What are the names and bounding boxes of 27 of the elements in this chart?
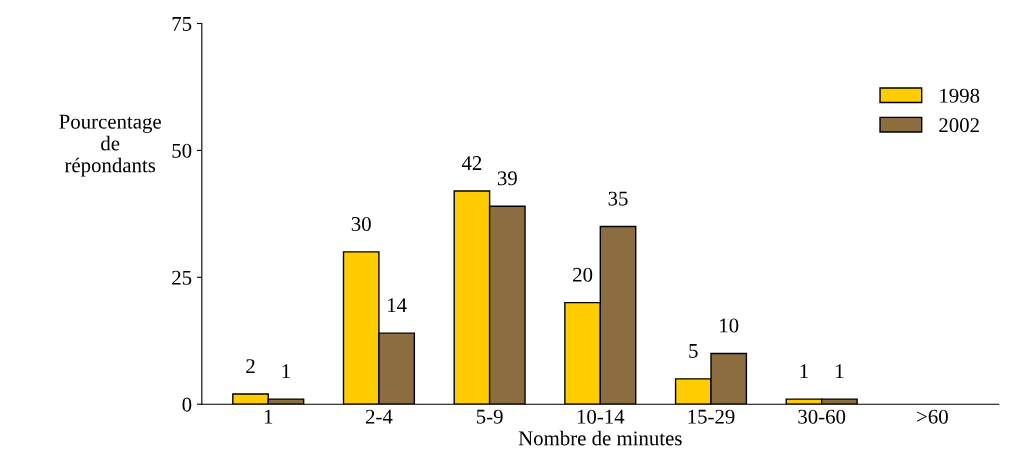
y-tick-label: 0 xyxy=(182,397,192,412)
data-label: 1 xyxy=(800,364,808,379)
data-label: 20 xyxy=(573,267,593,282)
data-label: 30 xyxy=(351,216,371,232)
data-label: 5 xyxy=(689,344,698,358)
x-axis-title: Nombre de minutes xyxy=(518,430,682,446)
data-label: 2 xyxy=(246,359,255,373)
y-tick-label: 25 xyxy=(172,270,192,285)
y-tick-label: 50 xyxy=(172,143,192,158)
data-label: 39 xyxy=(497,171,517,186)
x-tick-label: >60 xyxy=(917,409,948,424)
data-label: 1 xyxy=(836,364,844,379)
y-axis-title: Pourcentage de répondants xyxy=(59,114,161,177)
legend-label: 1998 xyxy=(940,88,980,103)
y-tick-label: 75 xyxy=(172,17,192,31)
data-label: 35 xyxy=(608,191,628,206)
x-tick-label: 1 xyxy=(264,409,273,424)
legend-label: 2002 xyxy=(939,118,979,133)
data-label: 1 xyxy=(282,364,290,379)
x-tick-label: 5-9 xyxy=(476,409,503,424)
data-label: 42 xyxy=(461,156,482,170)
x-tick-label: 30-60 xyxy=(798,409,846,424)
data-label: 14 xyxy=(388,298,407,313)
x-tick-label: 2-4 xyxy=(365,409,393,424)
x-tick-label: 15-29 xyxy=(688,409,735,424)
data-label: 10 xyxy=(720,318,739,333)
x-tick-label: 10-14 xyxy=(577,409,625,424)
